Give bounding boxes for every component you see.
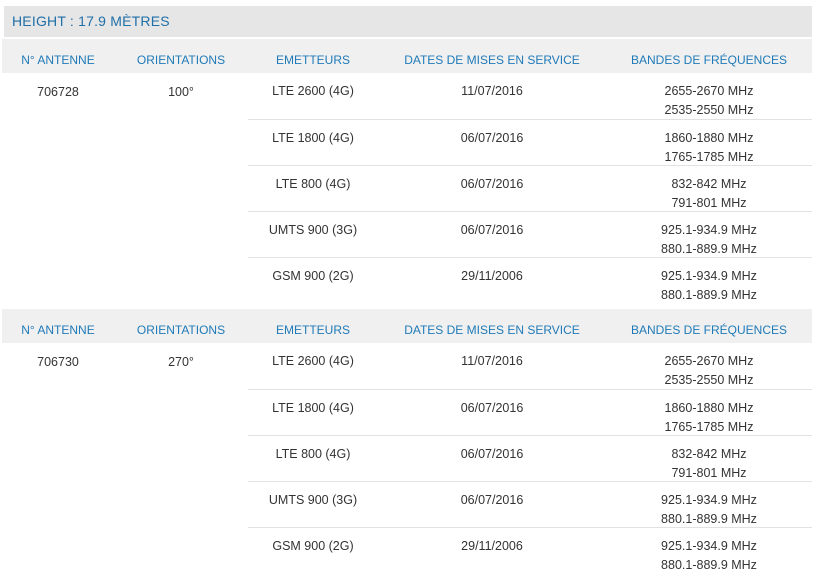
table-row: UMTS 900 (3G) 06/07/2016 925.1-934.9 MHz… — [248, 481, 812, 527]
band-cell: 2655-2670 MHz 2535-2550 MHz — [606, 343, 812, 389]
band-line: 880.1-889.9 MHz — [661, 557, 757, 572]
date-cell: 29/11/2006 — [461, 269, 523, 283]
emetteur-cell: LTE 800 (4G) — [275, 177, 351, 191]
table-row: LTE 800 (4G) 06/07/2016 832-842 MHz 791-8… — [248, 165, 812, 211]
table-row: GSM 900 (2G) 29/11/2006 925.1-934.9 MHz 8… — [248, 257, 812, 303]
band-line: 791-801 MHz — [671, 195, 747, 210]
table-row: LTE 1800 (4G) 06/07/2016 1860-1880 MHz 17… — [248, 389, 812, 435]
table-row: LTE 800 (4G) 06/07/2016 832-842 MHz 791-8… — [248, 435, 812, 481]
height-title: HEIGHT : 17.9 MÈTRES — [4, 6, 812, 37]
antenna-number: 706728 — [37, 85, 79, 99]
emetteur-cell: LTE 1800 (4G) — [272, 131, 354, 145]
antenna-orientation: 100° — [168, 85, 194, 99]
band-line: 880.1-889.9 MHz — [661, 241, 757, 256]
header-emetteurs: EMETTEURS — [275, 53, 350, 67]
band-line: 880.1-889.9 MHz — [661, 511, 757, 526]
table-row: LTE 2600 (4G) 11/07/2016 2655-2670 MHz 25… — [248, 73, 812, 119]
antenna-block: N° ANTENNE ORIENTATIONS EMETTEURS DATES … — [2, 309, 812, 573]
header-antenne: N° ANTENNE — [21, 53, 95, 67]
header-orientations: ORIENTATIONS — [136, 323, 226, 337]
emetteur-cell: GSM 900 (2G) — [272, 539, 354, 553]
band-cell: 832-842 MHz 791-801 MHz — [606, 436, 812, 482]
date-cell: 06/07/2016 — [460, 131, 524, 145]
table-header: N° ANTENNE ORIENTATIONS EMETTEURS DATES … — [2, 315, 812, 343]
band-cell: 925.1-934.9 MHz 880.1-889.9 MHz — [606, 482, 812, 528]
table-row: UMTS 900 (3G) 06/07/2016 925.1-934.9 MHz… — [248, 211, 812, 257]
band-line: 1765-1785 MHz — [664, 149, 754, 164]
antenna-rows: 706728 100° LTE 2600 (4G) 11/07/2016 265… — [2, 73, 812, 303]
band-cell: 832-842 MHz 791-801 MHz — [606, 166, 812, 212]
band-line: 1860-1880 MHz — [664, 401, 754, 415]
header-antenne: N° ANTENNE — [21, 323, 95, 337]
table-header: N° ANTENNE ORIENTATIONS EMETTEURS DATES … — [2, 45, 812, 73]
date-cell: 11/07/2016 — [461, 84, 523, 98]
date-cell: 06/07/2016 — [460, 401, 524, 415]
header-orientations: ORIENTATIONS — [136, 53, 226, 67]
band-line: 925.1-934.9 MHz — [661, 223, 757, 237]
band-cell: 925.1-934.9 MHz 880.1-889.9 MHz — [606, 528, 812, 574]
antenna-block: N° ANTENNE ORIENTATIONS EMETTEURS DATES … — [2, 39, 812, 303]
band-line: 925.1-934.9 MHz — [661, 269, 757, 283]
antenna-number: 706730 — [37, 355, 79, 369]
header-bandes: BANDES DE FRÉQUENCES — [630, 53, 788, 67]
header-bandes: BANDES DE FRÉQUENCES — [630, 323, 788, 337]
date-cell: 06/07/2016 — [460, 223, 524, 237]
band-line: 2655-2670 MHz — [664, 354, 754, 368]
date-cell: 11/07/2016 — [461, 354, 523, 368]
band-cell: 925.1-934.9 MHz 880.1-889.9 MHz — [606, 212, 812, 258]
band-line: 2655-2670 MHz — [664, 84, 754, 98]
band-line: 1765-1785 MHz — [664, 419, 754, 434]
emetteur-cell: UMTS 900 (3G) — [268, 493, 358, 507]
antenna-rows: 706730 270° LTE 2600 (4G) 11/07/2016 265… — [2, 343, 812, 573]
table-row: LTE 2600 (4G) 11/07/2016 2655-2670 MHz 25… — [248, 343, 812, 389]
band-line: 880.1-889.9 MHz — [661, 287, 757, 302]
band-cell: 925.1-934.9 MHz 880.1-889.9 MHz — [606, 258, 812, 304]
header-dates: DATES DE MISES EN SERVICE — [404, 323, 580, 337]
table-row: GSM 900 (2G) 29/11/2006 925.1-934.9 MHz 8… — [248, 527, 812, 573]
band-line: 791-801 MHz — [671, 465, 747, 480]
band-line: 2535-2550 MHz — [664, 372, 754, 387]
band-cell: 2655-2670 MHz 2535-2550 MHz — [606, 73, 812, 119]
emetteur-cell: UMTS 900 (3G) — [268, 223, 358, 237]
band-line: 925.1-934.9 MHz — [661, 539, 757, 553]
band-line: 832-842 MHz — [671, 447, 747, 461]
band-line: 1860-1880 MHz — [664, 131, 754, 145]
emetteur-cell: LTE 2600 (4G) — [272, 354, 354, 368]
table-row: LTE 1800 (4G) 06/07/2016 1860-1880 MHz 17… — [248, 119, 812, 165]
date-cell: 06/07/2016 — [460, 177, 524, 191]
band-line: 2535-2550 MHz — [664, 102, 754, 117]
emetteur-cell: LTE 800 (4G) — [275, 447, 351, 461]
band-cell: 1860-1880 MHz 1765-1785 MHz — [606, 120, 812, 166]
date-cell: 06/07/2016 — [460, 447, 524, 461]
header-emetteurs: EMETTEURS — [275, 323, 350, 337]
header-dates: DATES DE MISES EN SERVICE — [404, 53, 580, 67]
band-cell: 1860-1880 MHz 1765-1785 MHz — [606, 390, 812, 436]
emetteur-cell: LTE 2600 (4G) — [272, 84, 354, 98]
emetteur-cell: GSM 900 (2G) — [272, 269, 354, 283]
emetteur-cell: LTE 1800 (4G) — [272, 401, 354, 415]
band-line: 832-842 MHz — [671, 177, 747, 191]
date-cell: 06/07/2016 — [460, 493, 524, 507]
date-cell: 29/11/2006 — [461, 539, 523, 553]
antenna-orientation: 270° — [168, 355, 194, 369]
band-line: 925.1-934.9 MHz — [661, 493, 757, 507]
